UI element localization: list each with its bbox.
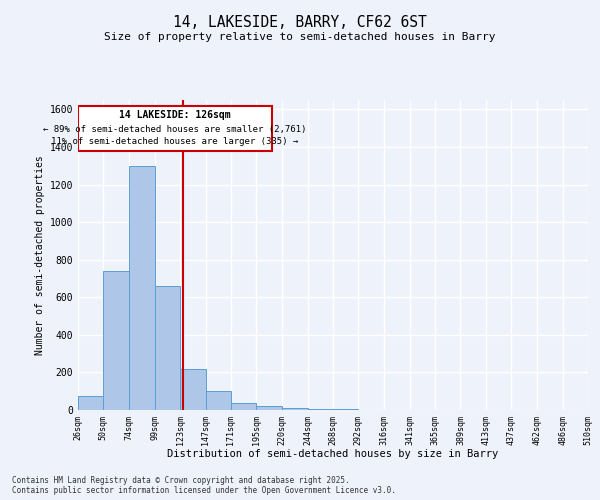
Bar xyxy=(128,166,155,410)
Bar xyxy=(78,106,272,150)
Bar xyxy=(78,396,103,410)
Bar xyxy=(308,409,333,410)
Bar xyxy=(180,368,205,410)
Bar xyxy=(205,391,231,410)
Text: 11% of semi-detached houses are larger (335) →: 11% of semi-detached houses are larger (… xyxy=(52,137,299,146)
Bar xyxy=(256,406,283,410)
Bar xyxy=(103,271,128,410)
Text: Contains HM Land Registry data © Crown copyright and database right 2025.
Contai: Contains HM Land Registry data © Crown c… xyxy=(12,476,396,495)
X-axis label: Distribution of semi-detached houses by size in Barry: Distribution of semi-detached houses by … xyxy=(167,449,499,459)
Text: Size of property relative to semi-detached houses in Barry: Size of property relative to semi-detach… xyxy=(104,32,496,42)
Bar xyxy=(283,408,308,410)
Text: 14, LAKESIDE, BARRY, CF62 6ST: 14, LAKESIDE, BARRY, CF62 6ST xyxy=(173,15,427,30)
Text: ← 89% of semi-detached houses are smaller (2,761): ← 89% of semi-detached houses are smalle… xyxy=(43,124,307,134)
Text: 14 LAKESIDE: 126sqm: 14 LAKESIDE: 126sqm xyxy=(119,110,231,120)
Y-axis label: Number of semi-detached properties: Number of semi-detached properties xyxy=(35,155,46,355)
Bar xyxy=(231,404,256,410)
Bar xyxy=(155,286,180,410)
